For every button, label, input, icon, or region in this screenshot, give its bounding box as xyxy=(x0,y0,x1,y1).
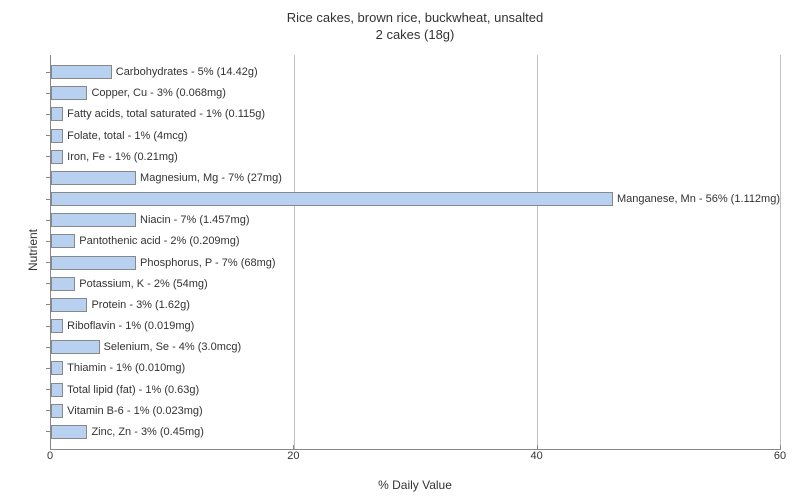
bar-label: Selenium, Se - 4% (3.0mcg) xyxy=(104,341,242,353)
bar-label: Potassium, K - 2% (54mg) xyxy=(79,278,207,290)
title-line-2: 2 cakes (18g) xyxy=(50,27,780,44)
bar-row: Phosphorus, P - 7% (68mg) xyxy=(51,255,780,271)
bar xyxy=(51,129,63,143)
y-tick-mark xyxy=(46,368,51,369)
bars-container: Carbohydrates - 5% (14.42g) Copper, Cu - … xyxy=(51,55,780,449)
bar xyxy=(51,404,63,418)
y-tick-mark xyxy=(46,283,51,284)
bar-row: Vitamin B-6 - 1% (0.023mg) xyxy=(51,403,780,419)
bar-row: Manganese, Mn - 56% (1.112mg) xyxy=(51,191,780,207)
bar-row: Iron, Fe - 1% (0.21mg) xyxy=(51,149,780,165)
bar xyxy=(51,277,75,291)
bar xyxy=(51,234,75,248)
y-tick-mark xyxy=(46,93,51,94)
bar-row: Copper, Cu - 3% (0.068mg) xyxy=(51,85,780,101)
bar xyxy=(51,86,87,100)
title-line-1: Rice cakes, brown rice, buckwheat, unsal… xyxy=(50,10,780,27)
bar-row: Carbohydrates - 5% (14.42g) xyxy=(51,64,780,80)
y-axis-label: Nutrient xyxy=(26,229,40,271)
y-tick-mark xyxy=(46,135,51,136)
bar-row: Niacin - 7% (1.457mg) xyxy=(51,212,780,228)
y-tick-mark xyxy=(46,220,51,221)
bar xyxy=(51,256,136,270)
y-tick-mark xyxy=(46,241,51,242)
y-tick-mark xyxy=(46,156,51,157)
bar xyxy=(51,192,613,206)
bar xyxy=(51,150,63,164)
bar-label: Pantothenic acid - 2% (0.209mg) xyxy=(79,235,239,247)
bar-row: Magnesium, Mg - 7% (27mg) xyxy=(51,170,780,186)
y-tick-mark xyxy=(46,410,51,411)
bar xyxy=(51,171,136,185)
bar xyxy=(51,383,63,397)
bar xyxy=(51,319,63,333)
y-tick-mark xyxy=(46,199,51,200)
x-axis-label: % Daily Value xyxy=(50,478,780,492)
y-tick-mark xyxy=(46,431,51,432)
bar-row: Fatty acids, total saturated - 1% (0.115… xyxy=(51,106,780,122)
bar xyxy=(51,213,136,227)
bar-label: Zinc, Zn - 3% (0.45mg) xyxy=(91,426,203,438)
bar-label: Niacin - 7% (1.457mg) xyxy=(140,214,249,226)
x-tick-label: 0 xyxy=(47,450,53,462)
chart-title: Rice cakes, brown rice, buckwheat, unsal… xyxy=(50,10,780,44)
bar-row: Pantothenic acid - 2% (0.209mg) xyxy=(51,233,780,249)
bar-row: Total lipid (fat) - 1% (0.63g) xyxy=(51,382,780,398)
bar-label: Iron, Fe - 1% (0.21mg) xyxy=(67,151,178,163)
bar xyxy=(51,107,63,121)
y-tick-mark xyxy=(46,326,51,327)
bar-label: Vitamin B-6 - 1% (0.023mg) xyxy=(67,405,203,417)
bar-label: Riboflavin - 1% (0.019mg) xyxy=(67,320,194,332)
bar-row: Riboflavin - 1% (0.019mg) xyxy=(51,318,780,334)
bar xyxy=(51,65,112,79)
y-tick-mark xyxy=(46,114,51,115)
bar-row: Folate, total - 1% (4mcg) xyxy=(51,128,780,144)
bar-row: Potassium, K - 2% (54mg) xyxy=(51,276,780,292)
bar xyxy=(51,340,100,354)
bar-row: Thiamin - 1% (0.010mg) xyxy=(51,360,780,376)
bar xyxy=(51,425,87,439)
bar-label: Thiamin - 1% (0.010mg) xyxy=(67,362,185,374)
x-tick-label: 20 xyxy=(287,450,299,462)
bar xyxy=(51,361,63,375)
bar-label: Fatty acids, total saturated - 1% (0.115… xyxy=(67,108,265,120)
bar-label: Phosphorus, P - 7% (68mg) xyxy=(140,257,276,269)
bar xyxy=(51,298,87,312)
x-tick-label: 60 xyxy=(774,450,786,462)
bar-label: Carbohydrates - 5% (14.42g) xyxy=(116,66,258,78)
y-tick-mark xyxy=(46,347,51,348)
nutrient-chart: Rice cakes, brown rice, buckwheat, unsal… xyxy=(0,0,800,500)
y-tick-mark xyxy=(46,304,51,305)
bar-label: Total lipid (fat) - 1% (0.63g) xyxy=(67,384,199,396)
plot-area: Carbohydrates - 5% (14.42g) Copper, Cu - … xyxy=(50,55,780,450)
x-tick-label: 40 xyxy=(531,450,543,462)
x-ticks: 0204060 xyxy=(50,450,780,470)
bar-label: Folate, total - 1% (4mcg) xyxy=(67,130,187,142)
bar-row: Protein - 3% (1.62g) xyxy=(51,297,780,313)
y-tick-mark xyxy=(46,177,51,178)
y-tick-mark xyxy=(46,389,51,390)
gridline xyxy=(780,55,781,449)
bar-label: Protein - 3% (1.62g) xyxy=(91,299,189,311)
bar-label: Magnesium, Mg - 7% (27mg) xyxy=(140,172,282,184)
bar-label: Copper, Cu - 3% (0.068mg) xyxy=(91,87,226,99)
y-tick-mark xyxy=(46,262,51,263)
bar-row: Zinc, Zn - 3% (0.45mg) xyxy=(51,424,780,440)
y-tick-mark xyxy=(46,72,51,73)
bar-row: Selenium, Se - 4% (3.0mcg) xyxy=(51,339,780,355)
bar-label: Manganese, Mn - 56% (1.112mg) xyxy=(617,193,780,205)
